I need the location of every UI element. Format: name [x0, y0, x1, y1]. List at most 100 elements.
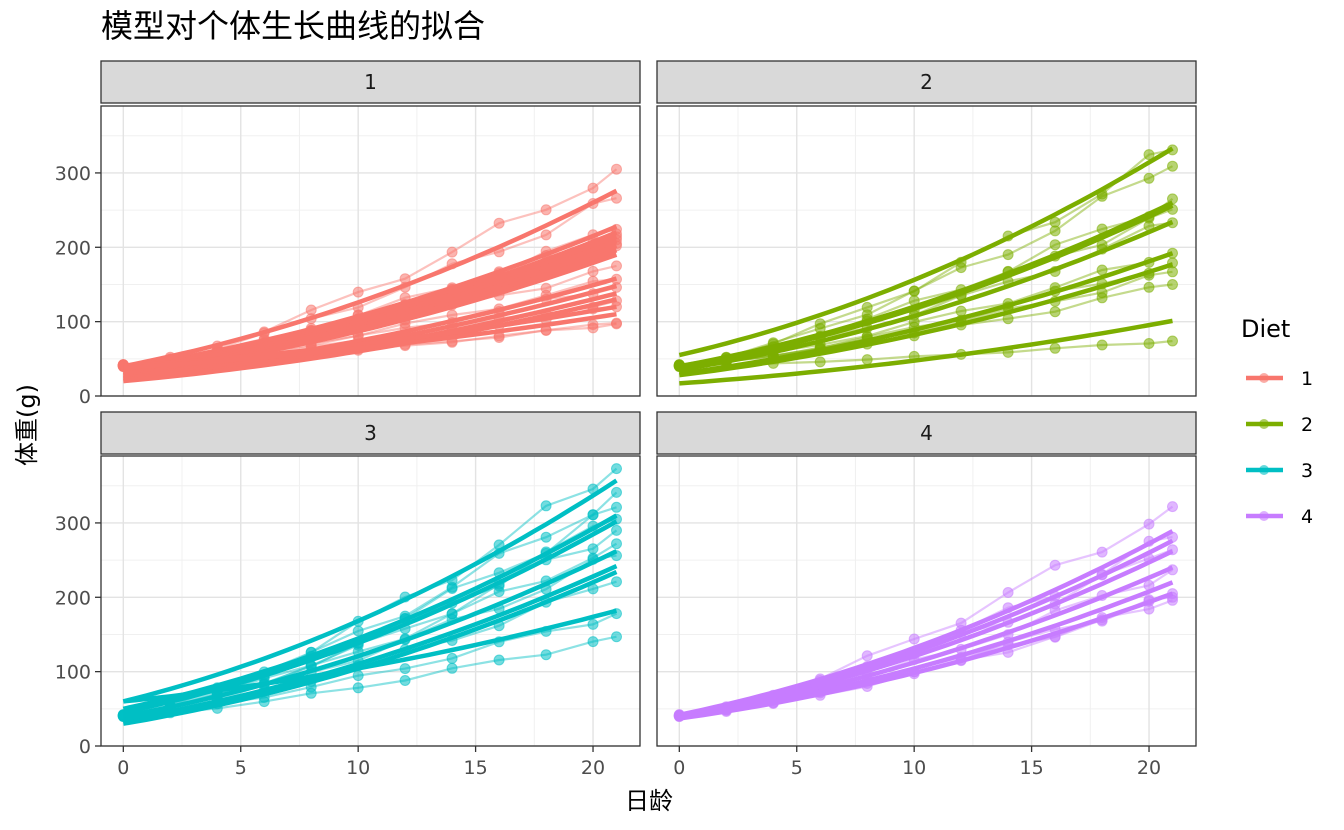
observed-point — [861, 650, 873, 662]
fitted-curve — [678, 146, 1174, 358]
observed-point — [611, 318, 622, 330]
facet-strip — [656, 411, 1197, 455]
observed-series-line — [123, 491, 618, 717]
x-tick-label: 0 — [673, 757, 685, 779]
observed-series-line — [679, 165, 1174, 367]
observed-point — [540, 229, 552, 241]
observed-point — [352, 682, 364, 694]
observed-point — [1096, 339, 1108, 351]
fitted-curve — [678, 203, 1174, 370]
observed-point — [446, 652, 458, 664]
observed-point — [399, 663, 411, 675]
legend-label: 4 — [1301, 506, 1313, 528]
facet-panel-3: 3 0 100 200 300 0 5 10 15 20 — [55, 411, 641, 779]
fitted-curve — [679, 262, 1174, 378]
legend-entry-1: 1 — [1246, 368, 1313, 390]
fitted-curve — [123, 311, 617, 370]
legend-entry-2: 2 — [1246, 414, 1313, 436]
series-group — [673, 501, 1178, 722]
legend-title: Diet — [1241, 315, 1290, 343]
y-tick-label: 300 — [55, 513, 91, 535]
observed-point — [1096, 264, 1108, 276]
observed-point — [493, 217, 505, 229]
y-tick-label: 200 — [55, 237, 91, 259]
observed-point — [955, 305, 967, 317]
y-tick-label: 0 — [79, 386, 91, 408]
x-tick-label: 20 — [1137, 757, 1161, 779]
fitted-curve — [123, 608, 618, 704]
observed-point — [540, 531, 552, 543]
facet-strip — [100, 411, 641, 455]
observed-point — [446, 246, 458, 258]
fitted-curve — [123, 297, 618, 384]
y-tick-label: 100 — [55, 312, 91, 334]
observed-point — [611, 260, 622, 272]
chart-title: 模型对个体生长曲线的拟合 — [101, 7, 485, 45]
observed-point — [1167, 279, 1178, 290]
x-tick-label: 0 — [117, 757, 129, 779]
observed-point — [446, 583, 458, 594]
facet-strip-label: 3 — [364, 421, 377, 445]
fitted-curve — [122, 478, 618, 704]
observed-point — [611, 538, 622, 550]
facet-strip-label: 2 — [920, 70, 933, 94]
fitted-curve — [678, 549, 1174, 719]
panel-border — [100, 455, 641, 747]
x-tick-label: 10 — [346, 757, 370, 779]
observed-point — [399, 675, 411, 686]
observed-point — [1049, 225, 1061, 237]
legend-entry-3: 3 — [1246, 460, 1313, 482]
observed-point — [1002, 587, 1014, 598]
legend-key-point — [1259, 373, 1269, 383]
series-group — [117, 463, 622, 726]
legend-label: 1 — [1301, 368, 1313, 390]
x-tick-label: 5 — [791, 757, 803, 779]
observed-point — [611, 463, 622, 475]
observed-point — [587, 322, 599, 334]
observed-point — [587, 543, 599, 555]
y-tick-label: 100 — [55, 662, 91, 684]
observed-point — [587, 509, 599, 521]
observed-point — [1049, 306, 1061, 318]
legend-label: 2 — [1301, 414, 1313, 436]
legend-key-point — [1259, 511, 1269, 521]
observed-point — [1167, 266, 1178, 278]
x-tick-label: 10 — [902, 757, 926, 779]
facet-strip — [656, 60, 1197, 104]
observed-point — [611, 576, 622, 588]
observed-point — [1096, 292, 1108, 304]
observed-point — [611, 501, 622, 513]
fitted-curve — [122, 549, 618, 719]
facet-panel-2: 2 — [656, 60, 1197, 397]
facet-strip-label: 4 — [920, 421, 933, 445]
facet-panel-4: 4 0 5 10 15 20 — [656, 411, 1197, 779]
observed-point — [861, 354, 873, 366]
observed-point — [1049, 559, 1061, 571]
fitted-curve — [678, 251, 1174, 376]
facet-strip-label: 1 — [364, 70, 377, 94]
x-tick-label: 20 — [581, 757, 605, 779]
observed-point — [352, 286, 364, 298]
fitted-curve — [122, 513, 618, 711]
fitted-curve — [678, 219, 1174, 373]
observed-point — [493, 586, 505, 598]
observed-point — [1002, 249, 1014, 261]
series-group — [673, 144, 1178, 386]
observed-point — [908, 285, 920, 297]
observed-point — [1096, 546, 1108, 558]
panel-border — [656, 105, 1197, 397]
observed-point — [587, 618, 599, 630]
observed-point — [814, 356, 826, 368]
observed-point — [1167, 160, 1178, 172]
observed-point — [611, 524, 622, 536]
observed-point — [587, 265, 599, 277]
observed-point — [540, 649, 552, 661]
observed-point — [955, 262, 967, 274]
observed-point — [587, 636, 599, 648]
observed-point — [493, 654, 505, 666]
observed-point — [1143, 149, 1155, 161]
facet-panel-1: 1 0 100 200 300 — [55, 60, 641, 408]
fitted-curve — [122, 564, 618, 723]
